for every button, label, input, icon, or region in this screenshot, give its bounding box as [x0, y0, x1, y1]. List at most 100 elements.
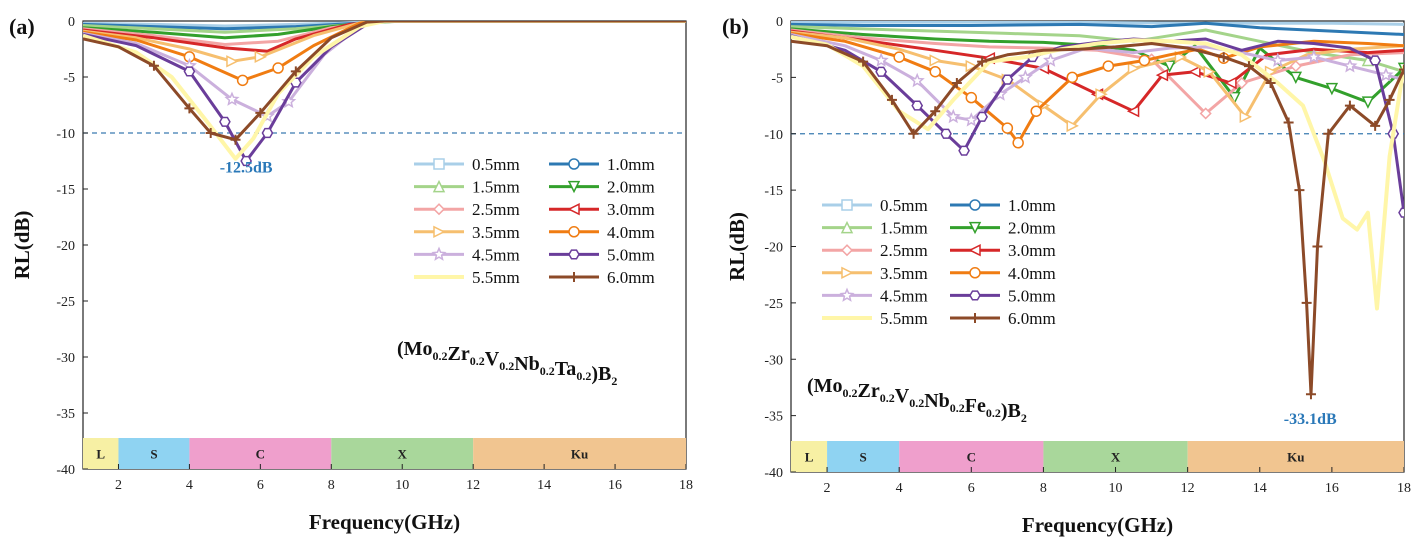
series-line: [83, 21, 686, 40]
data-point: [976, 111, 988, 122]
data-point: [148, 60, 159, 71]
legend-label: 3.5mm: [880, 264, 928, 283]
legend-marker: [432, 179, 446, 193]
y-tick-label: -40: [56, 463, 75, 478]
band-label-s: S: [150, 447, 157, 462]
data-point: [1325, 82, 1339, 96]
legend-label: 5.0mm: [1008, 286, 1056, 305]
x-tick-label: 16: [1325, 481, 1339, 496]
material-formula: (Mo0.2Zr0.2V0.2Nb0.2Fe0.2)B2: [807, 375, 1027, 425]
data-point: [1102, 60, 1115, 72]
legend-label: 4.5mm: [472, 245, 520, 264]
y-tick-label: -5: [63, 71, 75, 86]
x-tick-label: 6: [968, 481, 975, 496]
data-point: [963, 112, 979, 127]
legend-item-2.0mm: 2.0mm: [549, 178, 655, 197]
data-point: [255, 107, 266, 118]
x-tick-label: 12: [1181, 481, 1195, 496]
data-point: [1344, 100, 1355, 111]
series-line: [791, 34, 1404, 311]
data-point: [977, 56, 988, 67]
x-tick-label: 16: [608, 478, 622, 493]
legend-label: 4.0mm: [1008, 264, 1056, 283]
band-c: [189, 438, 332, 469]
legend-item-4.0mm: 4.0mm: [549, 223, 655, 242]
legend-label: 2.5mm: [880, 241, 928, 260]
legend-item-4.5mm: 4.5mm: [822, 286, 928, 305]
data-point: [1188, 65, 1201, 78]
x-axis-title: Frequency(GHz): [1022, 513, 1173, 537]
data-point: [1235, 76, 1248, 90]
legend-marker: [567, 202, 580, 216]
legend-marker: [433, 225, 446, 239]
x-tick-label: 12: [466, 478, 480, 493]
legend-marker: [432, 203, 446, 216]
band-label-l: L: [805, 450, 814, 465]
band-label-ku: Ku: [571, 447, 588, 462]
x-axis-title: Frequency(GHz): [309, 510, 460, 534]
series-line: [791, 21, 1404, 36]
data-point: [1043, 52, 1059, 67]
legend-label: 5.5mm: [880, 309, 928, 328]
data-point: [875, 66, 888, 77]
series-2.5mm: [83, 21, 686, 46]
x-tick-label: 10: [395, 478, 409, 493]
legend-item-4.0mm: 4.0mm: [950, 264, 1056, 283]
data-point: [1243, 61, 1254, 72]
data-point: [909, 72, 925, 88]
series-5.5mm: [83, 21, 686, 161]
data-point: [1289, 60, 1302, 73]
legend-item-0.5mm: 0.5mm: [822, 196, 928, 215]
band-s: [827, 441, 900, 472]
data-point: [1001, 74, 1014, 85]
series-0.5mm: [791, 21, 1404, 26]
series-line: [791, 21, 1404, 26]
data-point: [1001, 122, 1014, 134]
y-tick-label: -25: [764, 297, 783, 312]
panel-label: (a): [9, 14, 35, 39]
legend-label: 1.0mm: [607, 155, 655, 174]
min-rl-annotation: -12.5dB: [220, 160, 273, 177]
x-tick-label: 4: [186, 478, 193, 493]
data-point: [873, 52, 889, 67]
legend-item-1.5mm: 1.5mm: [414, 178, 520, 197]
data-point: [1095, 88, 1108, 101]
data-point: [1228, 91, 1241, 105]
data-point: [911, 100, 924, 111]
y-tick-label: -30: [764, 353, 783, 368]
data-point: [1155, 68, 1169, 82]
legend-label: 2.0mm: [1008, 219, 1056, 238]
band-s: [118, 438, 190, 469]
x-tick-label: 4: [896, 481, 903, 496]
legend-item-1.5mm: 1.5mm: [822, 219, 928, 238]
legend-marker: [969, 267, 981, 279]
series-1.0mm: [83, 21, 686, 31]
data-point: [272, 62, 284, 74]
legend-marker: [567, 180, 581, 194]
series-5.5mm: [791, 34, 1404, 311]
legend-marker: [841, 199, 853, 211]
data-point: [281, 93, 297, 109]
band-label-l: L: [96, 447, 105, 462]
legend-item-2.5mm: 2.5mm: [414, 200, 520, 219]
data-point: [1312, 241, 1323, 252]
legend-label: 4.5mm: [880, 286, 928, 305]
legend-label: 3.0mm: [1008, 241, 1056, 260]
x-tick-label: 14: [537, 478, 551, 493]
series-2.0mm: [83, 21, 686, 40]
y-tick-label: -20: [764, 241, 783, 256]
data-point: [1012, 137, 1024, 149]
legend-item-3.5mm: 3.5mm: [414, 223, 520, 242]
series-line: [83, 21, 686, 34]
data-point: [1224, 76, 1237, 90]
data-point: [965, 91, 978, 104]
y-tick-label: -15: [56, 183, 75, 198]
data-point: [1066, 119, 1079, 133]
data-point: [1270, 52, 1286, 67]
data-point: [205, 128, 216, 138]
y-tick-label: -35: [56, 407, 75, 422]
data-point: [1306, 49, 1322, 64]
y-tick-label: -40: [764, 466, 783, 481]
data-point: [893, 51, 905, 63]
band-label-c: C: [256, 447, 265, 462]
